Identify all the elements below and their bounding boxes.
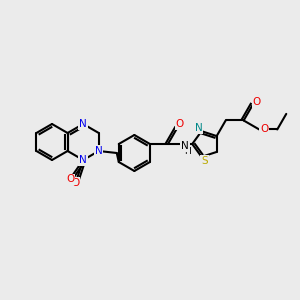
Text: S: S — [201, 156, 208, 166]
Text: O: O — [253, 97, 261, 107]
Text: N: N — [95, 146, 103, 156]
Text: O: O — [66, 174, 74, 184]
Text: O: O — [71, 178, 79, 188]
Text: N: N — [195, 123, 203, 133]
Text: N: N — [79, 119, 87, 129]
Text: H: H — [184, 146, 191, 155]
Text: N: N — [181, 141, 189, 151]
Text: O: O — [260, 124, 269, 134]
Text: N: N — [79, 119, 87, 129]
Text: O: O — [176, 119, 184, 129]
Text: N: N — [79, 155, 87, 165]
